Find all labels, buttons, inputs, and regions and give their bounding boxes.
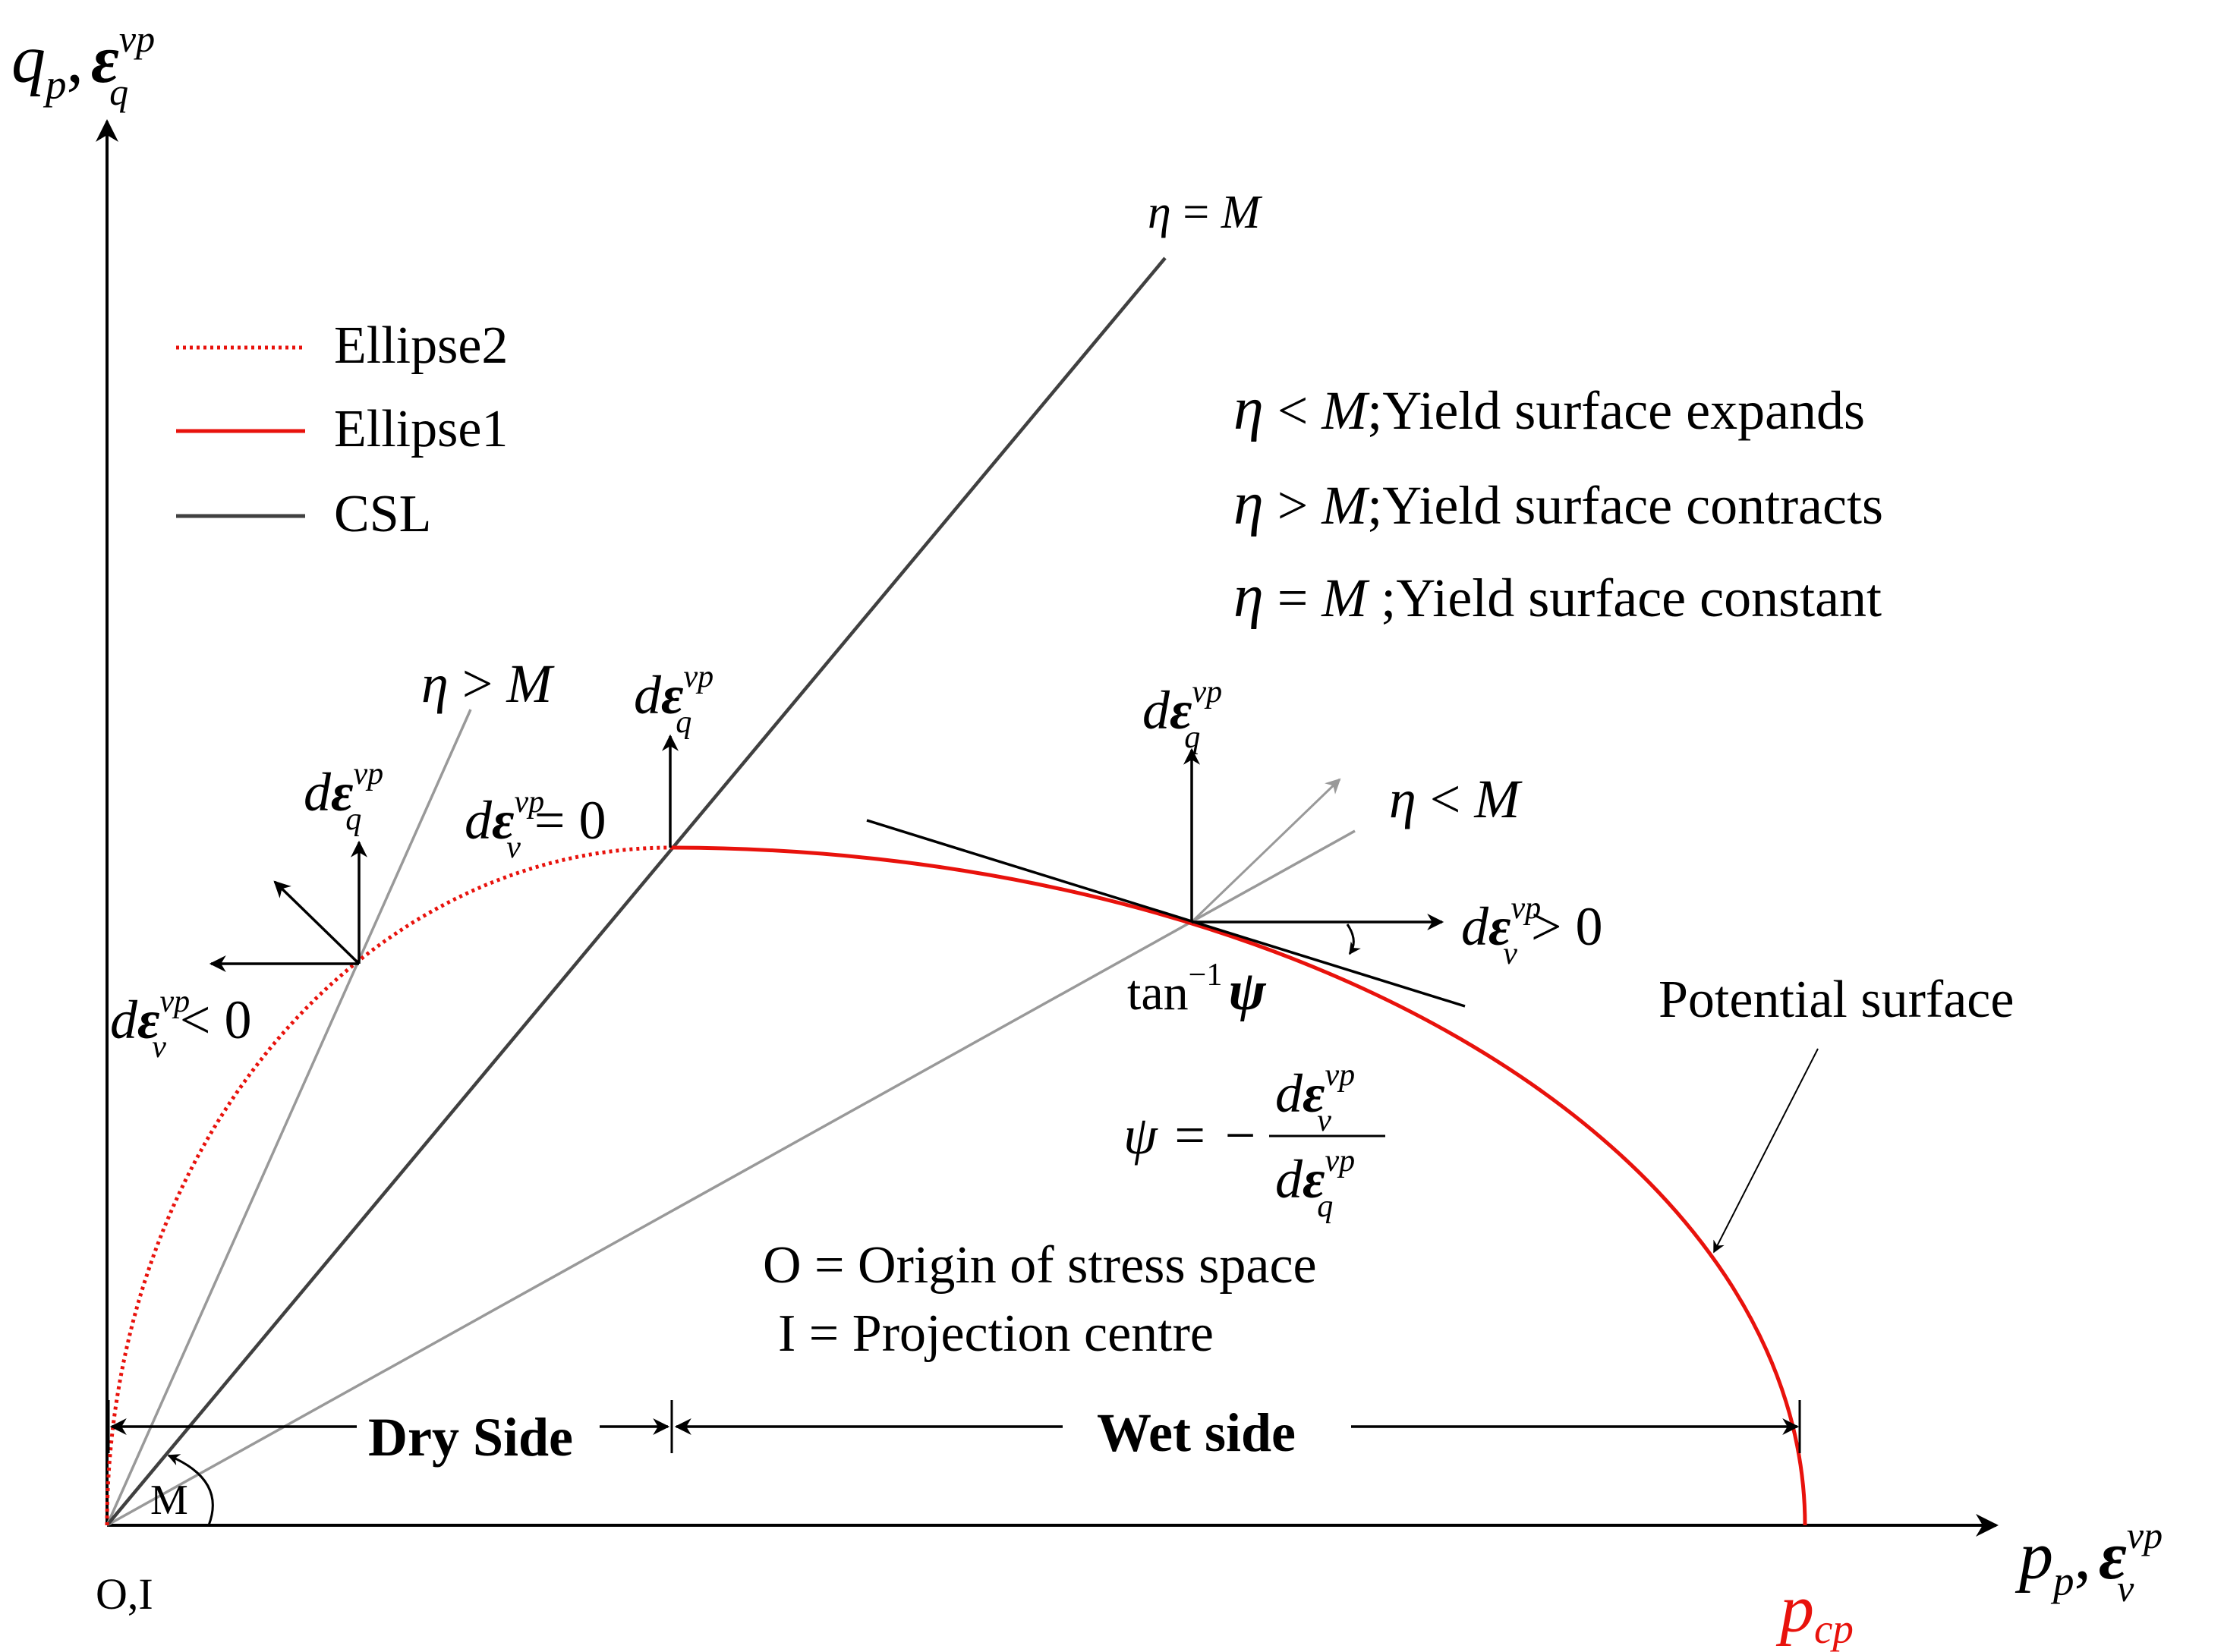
note-origin: O = Origin of stress space [763,1236,1317,1295]
dev-neg-label: dεvp v < 0 [110,984,251,1065]
deq-right-label: dεvp q [1142,675,1222,755]
psi-angle-arc [1346,924,1361,955]
angle-m-label: M [150,1477,188,1524]
rule-constant: η = M ;Yield surface constant [1233,563,1882,630]
psi-formula: ψ = − dεvp v dεvp q [1123,1058,1385,1224]
pcp-label: pcp [1775,1572,1854,1652]
eta-greater-line [106,709,472,1526]
psi-formula-numerator: dεvp v [1275,1058,1355,1138]
rules-block: η < M;Yield surface expands η > M;Yield … [1233,376,1883,630]
x-axis-label: pp, εvp v [2015,1514,2163,1610]
deq-top-label: dεvp q [634,659,714,740]
angle-m-arc [167,1454,214,1526]
ellipse2-curve [105,845,671,1526]
psi-formula-lhs: ψ = − [1123,1105,1258,1166]
note-projection: I = Projection centre [778,1304,1214,1363]
dry-side-label: Dry Side [368,1407,573,1468]
wet-side-label: Wet side [1097,1402,1296,1463]
potential-surface-pointer [1713,1048,1819,1254]
flow-left-normal [273,880,361,965]
y-axis-label: qp, εvp q [11,17,155,113]
legend-label-csl: CSL [334,485,431,543]
tan-psi-label: tan−1 ψ [1127,958,1266,1022]
rule-contracts: η > M;Yield surface contracts [1233,470,1883,537]
rule-expands: η < M;Yield surface expands [1233,376,1865,442]
tangent-line [866,819,1466,1008]
dev-pos-label: dεvp v > 0 [1461,891,1602,971]
csl-eta-label: η = M [1148,187,1263,238]
ellipse1-curve [669,845,1807,1526]
legend: Ellipse2 Ellipse1 CSL [176,316,508,543]
legend-label-ellipse1: Ellipse1 [334,400,508,458]
legend-label-ellipse2: Ellipse2 [334,316,508,375]
eta-greater-label: η > M [421,653,555,714]
potential-surface-label: Potential surface [1659,971,2014,1029]
dev-zero-label: dεvp v = 0 [465,785,606,865]
csl-line [106,256,1167,1527]
origin-label: O,I [96,1569,153,1619]
eta-less-line [106,829,1356,1527]
psi-formula-denominator: dεvp q [1275,1144,1355,1224]
eta-less-label: η < M [1389,769,1523,829]
flow-arrow-right-gray [1190,778,1341,924]
deq-left-label: dεvp q [304,757,383,837]
